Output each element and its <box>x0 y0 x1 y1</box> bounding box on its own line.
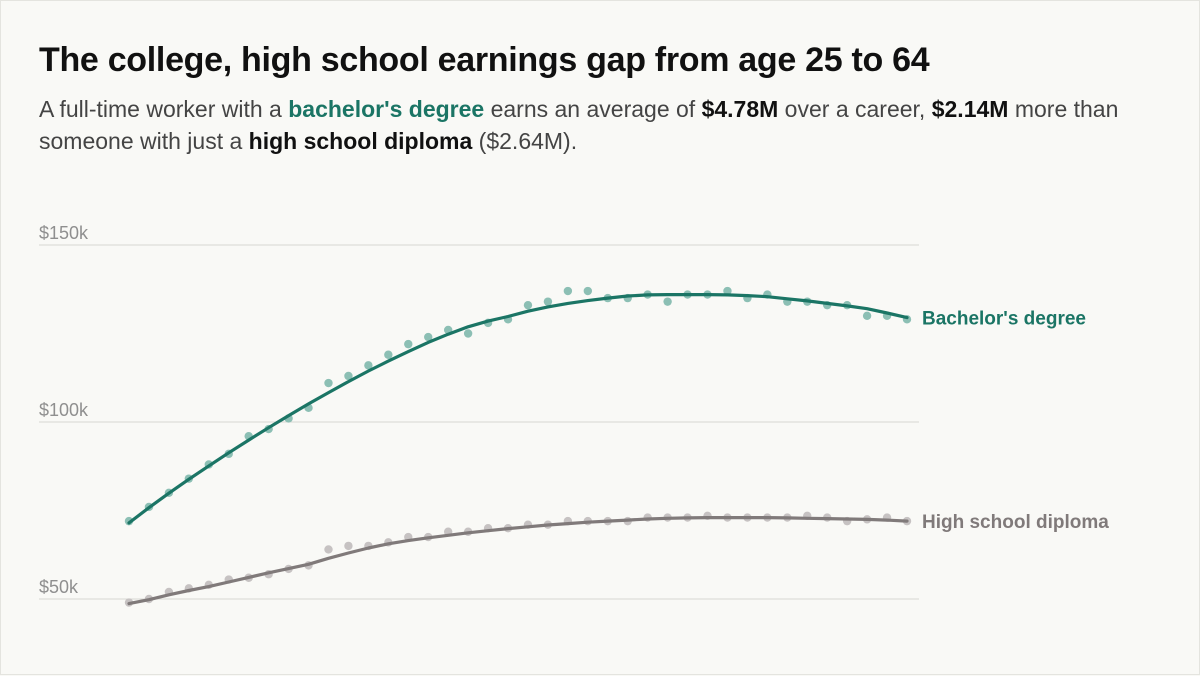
bachelors-point <box>663 297 672 306</box>
bachelors-point <box>583 286 593 296</box>
data-points <box>124 286 912 607</box>
trend-lines <box>127 293 909 606</box>
chart-title: The college, high school earnings gap fr… <box>39 41 930 79</box>
series-labels: Bachelor's degree High school diploma <box>922 309 1109 534</box>
subtitle-text-2: earns an average of <box>484 96 702 122</box>
high-school-point <box>324 545 333 554</box>
bachelors-point <box>324 378 333 388</box>
y-tick-label-2: $50k <box>39 577 79 597</box>
bachelors-point <box>463 329 473 338</box>
bachelors-trend-line <box>127 293 909 525</box>
subtitle-text-3: over a career, <box>778 96 932 122</box>
subtitle-bachelors-degree: bachelor's degree <box>288 96 485 122</box>
high-school-series-label: High school diploma <box>922 512 1109 533</box>
gridlines: $150k $100k $50k <box>39 223 919 600</box>
bachelors-point <box>543 297 553 306</box>
bachelors-point <box>424 332 433 342</box>
bachelors-point <box>404 339 413 349</box>
bachelors-point <box>723 286 732 296</box>
y-tick-label-0: $150k <box>39 223 89 243</box>
bachelors-point <box>364 361 373 370</box>
subtitle-text-5: ($2.64M). <box>472 128 578 154</box>
bachelors-point <box>563 286 573 296</box>
y-tick-label-1: $100k <box>39 400 89 420</box>
subtitle-earnings-gap: $2.14M <box>931 96 1009 122</box>
high-school-point <box>344 541 353 551</box>
subtitle-text-1: A full-time worker with a <box>39 96 289 122</box>
bachelors-point <box>862 311 872 320</box>
bachelors-point <box>384 350 393 359</box>
bachelors-point <box>523 300 533 310</box>
chart-subtitle: A full-time worker with a bachelor's deg… <box>39 93 1179 157</box>
bachelors-series-label: Bachelor's degree <box>922 309 1086 330</box>
subtitle-bachelors-earnings: $4.78M <box>701 96 779 122</box>
high-school-trend-line <box>127 516 909 606</box>
subtitle-high-school-diploma: high school diploma <box>248 128 473 154</box>
subtitle-text-4: more than someone with just a <box>39 96 1119 154</box>
bachelors-point <box>344 371 353 381</box>
